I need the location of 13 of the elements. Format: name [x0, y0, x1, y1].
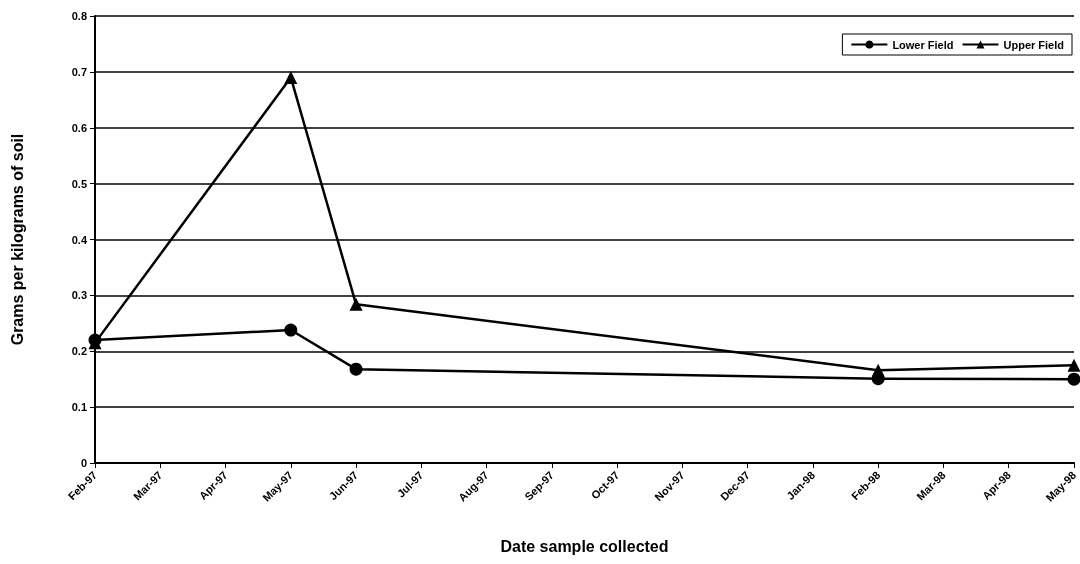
legend-label: Lower Field [892, 38, 954, 51]
y-tick-label: 0.7 [71, 65, 87, 78]
y-tick-label: 0.5 [71, 177, 87, 190]
y-tick-label: 0.1 [71, 401, 87, 414]
y-tick-label: 0.6 [71, 121, 87, 134]
legend-label: Upper Field [1003, 38, 1065, 51]
y-tick-label: 0.2 [71, 345, 87, 358]
y-tick-label: 0.3 [71, 289, 87, 302]
y-tick-label: 0 [80, 457, 87, 469]
x-axis-title: Date sample collected [500, 537, 669, 555]
y-tick-label: 0.8 [71, 10, 87, 22]
y-axis-title: Grams per kilograms of soil [8, 133, 26, 346]
y-tick-label: 0.4 [71, 233, 88, 246]
